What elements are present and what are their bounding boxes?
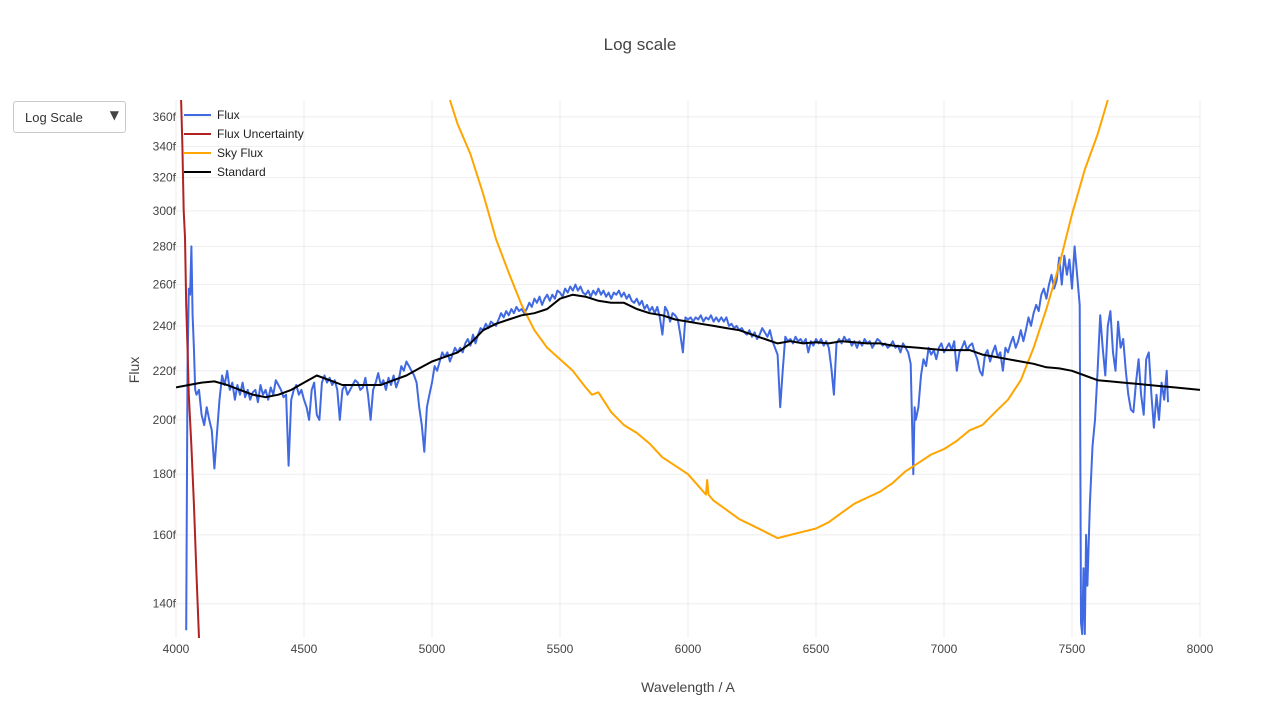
y-tick-label: 360f: [153, 110, 177, 124]
y-tick-label: 280f: [153, 239, 177, 253]
x-tick-label: 7000: [931, 642, 958, 656]
y-tick-label: 200f: [153, 413, 177, 427]
y-tick-label: 140f: [153, 597, 177, 611]
y-tick-label: 240f: [153, 319, 177, 333]
legend-item-flux[interactable]: Flux: [184, 108, 240, 122]
y-tick-label: 160f: [153, 528, 177, 542]
caret-down-icon: ▼: [109, 108, 119, 122]
y-tick-label: 260f: [153, 278, 177, 292]
y-tick-label: 220f: [153, 364, 177, 378]
legend-label: Flux Uncertainty: [217, 127, 304, 141]
x-tick-labels: 4000 4500 5000 5500 6000 6500 7000 7500 8000: [163, 642, 1214, 656]
series-line-flux-uncertainty: [180, 100, 200, 638]
legend-label: Flux: [217, 108, 240, 122]
y-tick-labels: 140f 160f 180f 200f 220f 240f 260f 280f 300f 320f…: [153, 110, 177, 611]
chart-title: Log scale: [604, 35, 677, 54]
x-tick-label: 8000: [1187, 642, 1214, 656]
series-line-standard: [176, 293, 1200, 399]
scale-dropdown[interactable]: Log Scale ▼: [13, 101, 126, 133]
legend-item-sky-flux[interactable]: Sky Flux: [184, 146, 263, 160]
scale-dropdown-value: Log Scale: [25, 110, 83, 125]
legend[interactable]: Flux Flux Uncertainty Sky Flux Standard: [184, 108, 304, 179]
y-tick-label: 340f: [153, 139, 177, 153]
series-layer: [176, 100, 1200, 638]
y-tick-label: 300f: [153, 204, 177, 218]
y-axis-title: Flux: [126, 357, 142, 383]
x-tick-label: 5000: [419, 642, 446, 656]
legend-item-flux-uncertainty[interactable]: Flux Uncertainty: [184, 127, 304, 141]
x-tick-label: 6500: [803, 642, 830, 656]
x-tick-label: 4000: [163, 642, 190, 656]
grid-layer: [175, 100, 1201, 638]
y-tick-label: 320f: [153, 171, 177, 185]
legend-label: Sky Flux: [217, 146, 263, 160]
y-tick-label: 180f: [153, 467, 177, 481]
x-tick-label: 7500: [1059, 642, 1086, 656]
x-tick-label: 5500: [547, 642, 574, 656]
legend-label: Standard: [217, 165, 266, 179]
x-tick-label: 4500: [291, 642, 318, 656]
x-axis-title: Wavelength / A: [641, 679, 735, 695]
series-line-sky-flux: [448, 100, 1109, 540]
legend-item-standard[interactable]: Standard: [184, 165, 266, 179]
x-tick-label: 6000: [675, 642, 702, 656]
series-line-flux: [185, 245, 1169, 636]
